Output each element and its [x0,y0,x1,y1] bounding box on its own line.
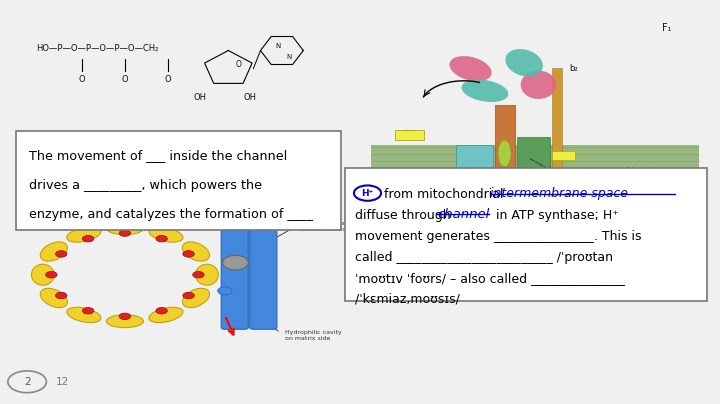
Circle shape [82,307,94,314]
Ellipse shape [505,49,543,76]
FancyBboxPatch shape [395,130,424,140]
Circle shape [183,250,194,257]
Text: H⁺: H⁺ [559,153,569,158]
Text: b₂: b₂ [570,64,578,73]
FancyBboxPatch shape [17,131,341,230]
FancyBboxPatch shape [552,151,575,160]
Ellipse shape [182,242,210,261]
Text: O: O [122,75,128,84]
FancyBboxPatch shape [518,240,545,251]
Ellipse shape [32,264,54,285]
Text: OH: OH [193,93,207,102]
Circle shape [156,236,167,242]
Text: HO—P—O—P—O—P—O—CH₂: HO—P—O—P—O—P—O—CH₂ [36,44,158,53]
Ellipse shape [196,264,218,285]
Text: H⁺: H⁺ [361,189,374,198]
FancyBboxPatch shape [440,240,467,251]
Text: β: β [536,80,541,89]
Text: called _________________________ /ˈproʊtan: called _________________________ /ˈproʊt… [356,251,613,264]
FancyBboxPatch shape [250,220,277,329]
Text: N: N [287,54,292,59]
Circle shape [55,250,67,257]
Text: N: N [276,44,281,49]
FancyBboxPatch shape [495,105,515,219]
Ellipse shape [149,227,183,242]
Text: β: β [468,64,473,73]
Text: ε: ε [503,183,506,189]
Text: OH: OH [243,93,256,102]
Text: drives a _________, which powers the: drives a _________, which powers the [29,179,261,192]
Ellipse shape [521,71,557,99]
Text: channel: channel [438,208,490,221]
Text: diffuse through: diffuse through [356,209,455,222]
Text: movement generates ________________. This is: movement generates ________________. Thi… [356,230,642,243]
Ellipse shape [67,227,101,242]
Text: O: O [78,75,86,84]
Circle shape [222,255,248,270]
Ellipse shape [107,222,143,235]
Text: Hydrophilic cavity
on matrix side: Hydrophilic cavity on matrix side [285,330,342,341]
Ellipse shape [40,242,68,261]
FancyBboxPatch shape [552,68,562,182]
Ellipse shape [498,140,511,166]
Circle shape [120,230,130,236]
FancyBboxPatch shape [221,220,248,329]
Circle shape [193,271,204,278]
Circle shape [217,287,232,295]
Ellipse shape [449,56,492,81]
Text: H⁺: H⁺ [526,241,537,250]
Text: intermembrane space: intermembrane space [490,187,628,200]
Text: 12: 12 [55,377,69,387]
Text: F₁: F₁ [662,23,672,33]
Text: 2: 2 [24,377,30,387]
Text: from mitochondrial: from mitochondrial [384,188,508,201]
Circle shape [45,271,57,278]
Text: α: α [482,86,487,95]
Text: O: O [236,60,242,69]
Text: H⁺: H⁺ [448,241,459,250]
Ellipse shape [462,80,508,102]
Text: Hydrophilic cavity
on lumenal side: Hydrophilic cavity on lumenal side [300,221,356,232]
Ellipse shape [149,307,183,323]
Text: The movement of ___ inside the channel: The movement of ___ inside the channel [29,149,287,162]
Text: H⁺: H⁺ [487,241,498,250]
Ellipse shape [497,177,513,195]
Text: enzyme, and catalyzes the formation of ____: enzyme, and catalyzes the formation of _… [29,208,312,221]
Text: C₁₂: C₁₂ [426,204,438,213]
FancyBboxPatch shape [479,240,506,251]
Text: /ˈkɛmiaz,moʊsɪs/: /ˈkɛmiaz,moʊsɪs/ [356,293,460,306]
Text: in ATP synthase; H⁺: in ATP synthase; H⁺ [492,209,618,222]
Circle shape [55,292,67,299]
Text: Membrane: Membrane [626,167,675,176]
Ellipse shape [67,307,101,323]
Text: O: O [164,75,171,84]
FancyBboxPatch shape [371,145,699,198]
Ellipse shape [182,288,210,307]
FancyBboxPatch shape [517,137,550,202]
Circle shape [156,307,167,314]
Text: γ: γ [502,149,507,158]
Text: ATP: ATP [402,130,418,139]
Circle shape [82,236,94,242]
FancyBboxPatch shape [345,168,707,301]
Text: ˈmoʊtɪv ˈfoʊrs/ – also called _______________: ˈmoʊtɪv ˈfoʊrs/ – also called __________… [356,272,625,285]
Text: a: a [531,166,536,175]
Text: α: α [521,58,527,67]
Circle shape [183,292,194,299]
Ellipse shape [107,315,143,328]
Text: F₀: F₀ [659,201,668,211]
Ellipse shape [40,288,68,307]
FancyBboxPatch shape [456,145,493,204]
Circle shape [120,313,130,320]
